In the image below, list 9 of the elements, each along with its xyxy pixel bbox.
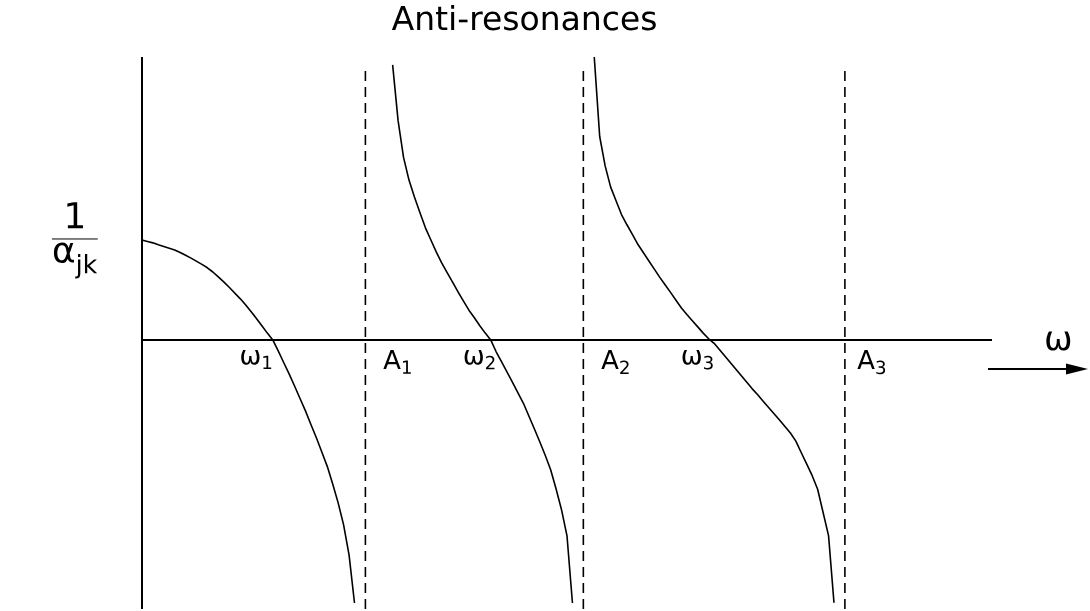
x-tick-label: A$_{1}$ [383, 350, 411, 374]
x-axis-title: ω [1046, 331, 1071, 351]
x-tick-label: A$_{2}$ [601, 350, 629, 374]
y-axis-title: $\frac{\text{1}}{\text{α}_{\text{jk}}}$ [51, 202, 98, 279]
x-tick-label: ω$_{1}$ [241, 350, 272, 370]
x-tick-label: ω$_{3}$ [682, 350, 713, 370]
x-tick-label: A$_{3}$ [857, 350, 886, 375]
chart-title: Anti-resonances [391, 4, 656, 31]
x-tick-label: ω$_{2}$ [464, 350, 495, 370]
